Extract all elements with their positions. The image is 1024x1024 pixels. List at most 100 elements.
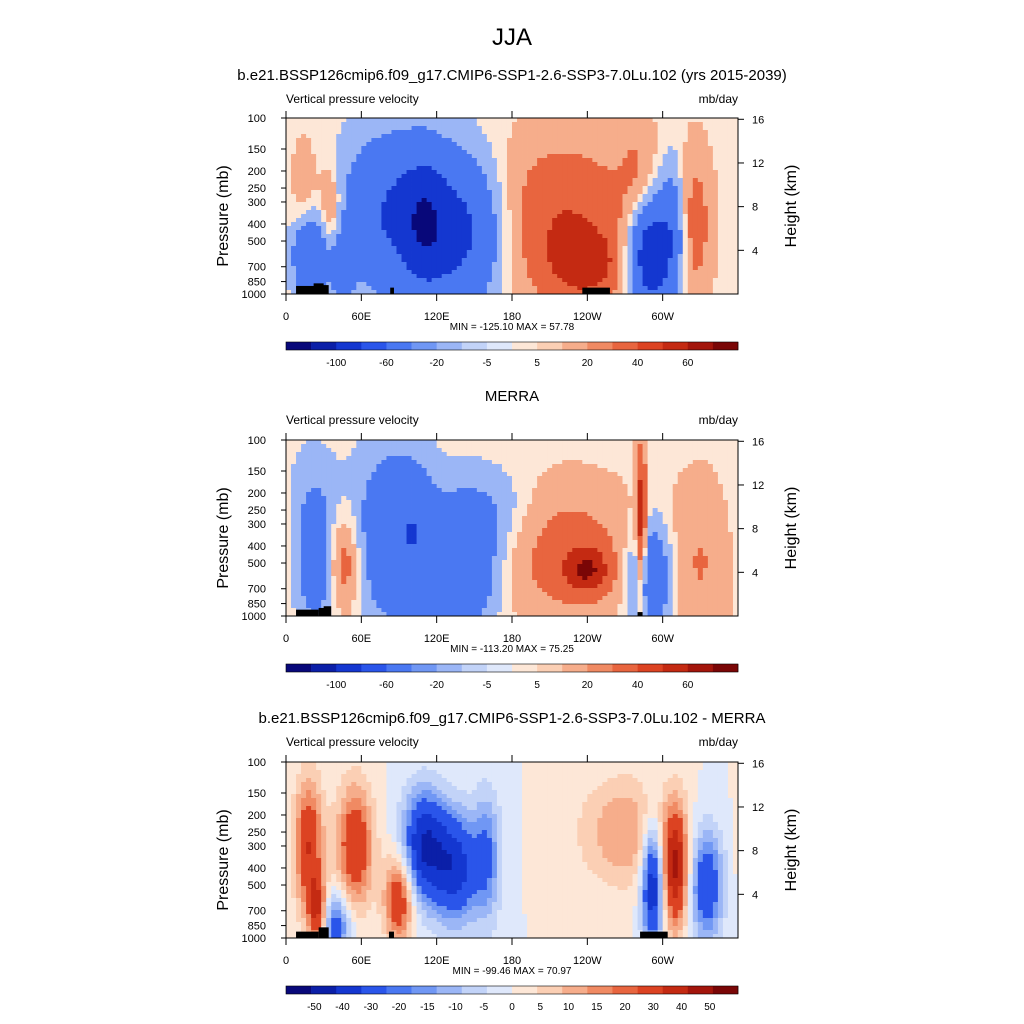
- heatmap-cell: [431, 194, 438, 199]
- heatmap-cell: [311, 170, 317, 175]
- heatmap-cell: [612, 118, 618, 123]
- heatmap-cell: [311, 146, 317, 151]
- heatmap-cell: [286, 266, 292, 271]
- heatmap-cell: [416, 230, 422, 235]
- heatmap-cell: [346, 134, 352, 139]
- heatmap-cell: [391, 178, 397, 183]
- heatmap-cell: [677, 286, 684, 291]
- heatmap-cell: [376, 468, 382, 473]
- heatmap-cell: [346, 210, 352, 215]
- heatmap-cell: [301, 186, 307, 191]
- heatmap-cell: [557, 118, 563, 123]
- heatmap-cell: [537, 456, 543, 461]
- heatmap-cell: [326, 258, 332, 263]
- heatmap-cell: [446, 274, 453, 279]
- heatmap-cell: [341, 258, 347, 263]
- heatmap-cell: [426, 182, 433, 187]
- heatmap-cell: [727, 150, 734, 155]
- heatmap-cell: [652, 472, 659, 477]
- heatmap-cell: [557, 174, 563, 179]
- heatmap-cell: [446, 444, 453, 449]
- heatmap-cell: [506, 126, 513, 131]
- heatmap-cell: [506, 254, 513, 259]
- heatmap-cell: [396, 174, 402, 179]
- heatmap-cell: [321, 262, 327, 267]
- heatmap-cell: [336, 206, 342, 211]
- heatmap-cell: [491, 202, 498, 207]
- heatmap-cell: [456, 258, 463, 263]
- colorbar-box: [612, 342, 638, 350]
- heatmap-cell: [517, 250, 523, 255]
- heatmap-cell: [311, 456, 317, 461]
- heatmap-cell: [677, 440, 684, 445]
- heatmap-cell: [572, 448, 578, 453]
- heatmap-cell: [326, 286, 332, 291]
- heatmap-cell: [707, 130, 714, 135]
- heatmap-cell: [336, 122, 342, 127]
- heatmap-cell: [321, 242, 327, 247]
- heatmap-cell: [642, 266, 648, 271]
- heatmap-cell: [647, 290, 654, 295]
- heatmap-cell: [577, 472, 583, 477]
- heatmap-cell: [707, 158, 714, 163]
- heatmap-cell: [552, 270, 558, 275]
- heatmap-cell: [617, 162, 623, 167]
- heatmap-cell: [491, 254, 498, 259]
- heatmap-cell: [712, 134, 719, 139]
- heatmap-cell: [527, 254, 533, 259]
- heatmap-cell: [647, 444, 654, 449]
- heatmap-cell: [461, 166, 468, 171]
- heatmap-cell: [602, 282, 608, 287]
- heatmap-cell: [717, 246, 724, 251]
- heatmap-cell: [637, 194, 643, 199]
- heatmap-cell: [647, 194, 654, 199]
- heatmap-cell: [642, 468, 648, 473]
- heatmap-cell: [537, 170, 543, 175]
- heatmap-cell: [602, 166, 608, 171]
- heatmap-cell: [612, 266, 618, 271]
- heatmap-cell: [732, 194, 739, 199]
- heatmap-cell: [326, 460, 332, 465]
- heatmap-cell: [476, 286, 483, 291]
- heatmap-cell: [622, 274, 628, 279]
- heatmap-cell: [537, 246, 543, 251]
- heatmap-cell: [707, 464, 714, 469]
- heatmap-cell: [627, 246, 633, 251]
- heatmap-cell: [326, 440, 332, 445]
- heatmap-cell: [647, 154, 654, 159]
- heatmap-cell: [326, 158, 332, 163]
- heatmap-cell: [642, 258, 648, 263]
- heatmap-cell: [672, 142, 679, 147]
- heatmap-cell: [517, 258, 523, 263]
- heatmap-cell: [632, 170, 638, 175]
- heatmap-cell: [612, 206, 618, 211]
- heatmap-cell: [677, 150, 684, 155]
- heatmap-cell: [416, 206, 422, 211]
- heatmap-cell: [702, 150, 709, 155]
- heatmap-cell: [346, 130, 352, 135]
- heatmap-cell: [627, 150, 633, 155]
- heatmap-cell: [682, 130, 689, 135]
- heatmap-cell: [351, 448, 357, 453]
- heatmap-cell: [286, 476, 292, 481]
- heatmap-cell: [572, 190, 578, 195]
- heatmap-cell: [712, 238, 719, 243]
- heatmap-cell: [577, 218, 583, 223]
- heatmap-cell: [291, 122, 297, 127]
- heatmap-cell: [672, 146, 679, 151]
- heatmap-cell: [532, 150, 538, 155]
- heatmap-cell: [732, 270, 739, 275]
- heatmap-cell: [552, 222, 558, 227]
- heatmap-cell: [306, 194, 312, 199]
- heatmap-cell: [506, 270, 513, 275]
- heatmap-cell: [572, 230, 578, 235]
- heatmap-cell: [446, 480, 453, 485]
- heatmap-cell: [411, 138, 417, 143]
- heatmap-cell: [597, 178, 603, 183]
- heatmap-cell: [517, 146, 523, 151]
- heatmap-cell: [592, 250, 598, 255]
- heatmap-cell: [727, 190, 734, 195]
- heatmap-cell: [717, 158, 724, 163]
- heatmap-cell: [562, 158, 568, 163]
- colorbar-box: [637, 342, 663, 350]
